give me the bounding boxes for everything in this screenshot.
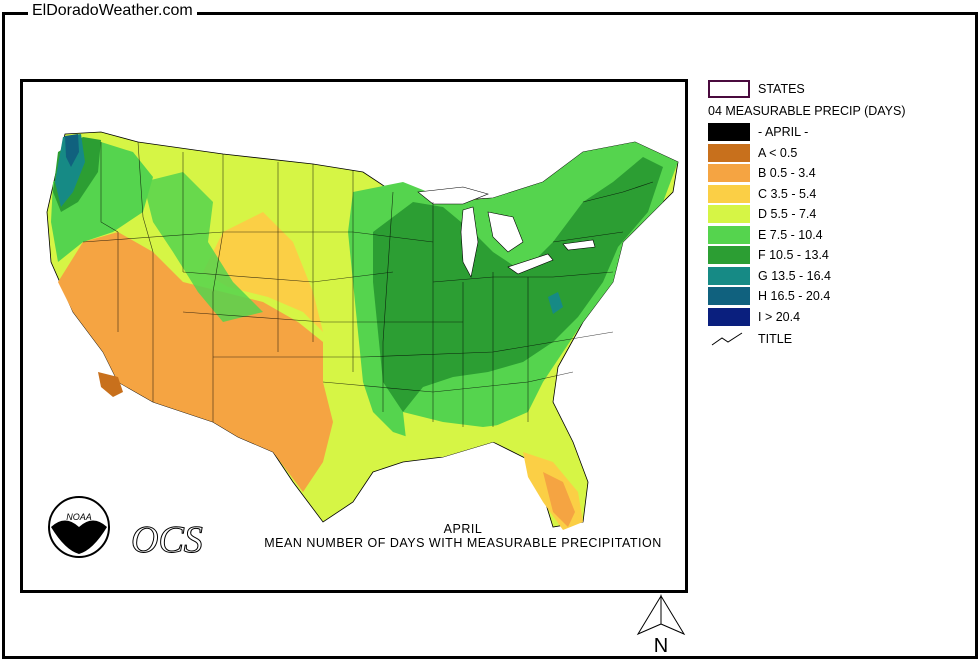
lake-erie bbox=[507, 253, 554, 275]
legend-item-label: - APRIL - bbox=[758, 125, 809, 139]
legend-swatch bbox=[708, 123, 750, 141]
legend-item-label: A < 0.5 bbox=[758, 145, 798, 160]
legend-swatch bbox=[708, 307, 750, 326]
legend-item-label: I > 20.4 bbox=[758, 309, 801, 324]
region-g-appalachian bbox=[548, 292, 563, 314]
legend-item: I > 20.4 bbox=[708, 307, 800, 327]
lake-superior bbox=[417, 186, 489, 205]
legend-item-label: E 7.5 - 10.4 bbox=[758, 227, 823, 242]
precipitation-map: NOAA OCS bbox=[46, 131, 679, 562]
legend-heading: 04 MEASURABLE PRECIP (DAYS) bbox=[708, 104, 906, 118]
legend-item: E 7.5 - 10.4 bbox=[708, 225, 823, 245]
legend-swatch bbox=[708, 266, 750, 285]
legend-states-label: STATES bbox=[758, 82, 805, 96]
legend-item: H 16.5 - 20.4 bbox=[708, 286, 830, 306]
caption-description: MEAN NUMBER OF DAYS WITH MEASURABLE PREC… bbox=[264, 536, 662, 550]
region-b-florida bbox=[543, 472, 575, 527]
title-line-icon bbox=[711, 332, 743, 346]
north-arrow-icon: N bbox=[636, 594, 686, 656]
legend-swatch bbox=[708, 164, 750, 182]
legend-item-label: G 13.5 - 16.4 bbox=[758, 268, 831, 283]
map-frame bbox=[2, 12, 978, 659]
site-title: ElDoradoWeather.com bbox=[28, 2, 197, 20]
region-c-band bbox=[203, 212, 323, 332]
noaa-text: NOAA bbox=[66, 512, 92, 522]
map-caption: APRIL MEAN NUMBER OF DAYS WITH MEASURABL… bbox=[263, 522, 663, 550]
legend-swatch bbox=[708, 205, 750, 223]
legend-swatch bbox=[708, 225, 750, 244]
legend-item: G 13.5 - 16.4 bbox=[708, 266, 831, 286]
region-f-east bbox=[373, 157, 663, 412]
region-h-coast bbox=[65, 134, 79, 167]
lake-michigan bbox=[460, 206, 479, 278]
noaa-logo: NOAA bbox=[48, 496, 110, 558]
legend-item-label: C 3.5 - 5.4 bbox=[758, 186, 817, 201]
legend-item: A < 0.5 bbox=[708, 143, 797, 163]
map-panel: NOAA OCS APRIL MEAN NUMBER OF DAYS WITH … bbox=[20, 79, 688, 593]
legend-item-label: F 10.5 - 13.4 bbox=[758, 248, 829, 262]
legend-swatch bbox=[708, 246, 750, 264]
legend-item: B 0.5 - 3.4 bbox=[708, 163, 816, 183]
region-b-southwest bbox=[58, 232, 333, 492]
legend-item: F 10.5 - 13.4 bbox=[708, 245, 829, 265]
lake-ontario bbox=[562, 239, 596, 251]
legend-states-row: STATES bbox=[708, 79, 805, 99]
ocs-logo: OCS bbox=[131, 519, 203, 561]
region-d-gulf bbox=[403, 412, 533, 457]
legend-item-label: H 16.5 - 20.4 bbox=[758, 289, 831, 303]
state-boundaries bbox=[82, 141, 654, 427]
lake-huron bbox=[487, 211, 524, 253]
legend-item: D 5.5 - 7.4 bbox=[708, 204, 816, 224]
legend-item-label: D 5.5 - 7.4 bbox=[758, 207, 817, 221]
states-swatch bbox=[708, 80, 750, 98]
north-label: N bbox=[654, 635, 668, 656]
caption-month: APRIL bbox=[443, 522, 483, 536]
legend-item-label: B 0.5 - 3.4 bbox=[758, 166, 816, 180]
legend-swatch bbox=[708, 287, 750, 305]
legend-title-label: TITLE bbox=[758, 332, 793, 346]
legend-item: C 3.5 - 5.4 bbox=[708, 184, 816, 204]
region-e-rockies bbox=[143, 172, 263, 322]
legend-swatch bbox=[708, 143, 750, 162]
legend-swatch bbox=[708, 184, 750, 203]
legend-item: - APRIL - bbox=[708, 122, 808, 142]
legend-title-row: TITLE bbox=[708, 329, 792, 349]
region-a-socal bbox=[98, 372, 123, 397]
